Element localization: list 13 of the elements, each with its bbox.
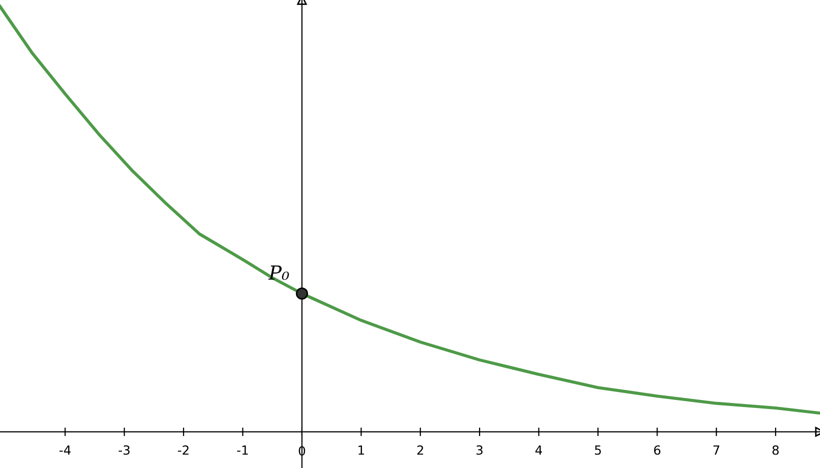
- x-tick-label: 5: [594, 446, 601, 455]
- x-tick-label: 6: [654, 445, 660, 455]
- x-tick-label: 2: [417, 445, 424, 455]
- x-tick-label: -1: [237, 446, 248, 455]
- x-tick-label: -4: [60, 446, 71, 455]
- x-tick-label: 3: [476, 445, 483, 455]
- annotation: P₀: [268, 266, 289, 280]
- x-tick-label: 4: [535, 446, 542, 455]
- x-tick-label: 7: [713, 446, 720, 455]
- x-tick-label: -3: [118, 445, 130, 455]
- x-tick-label: -2: [178, 445, 189, 455]
- x-tick-label: 8: [772, 445, 779, 455]
- x-tick-label: 1: [358, 446, 364, 455]
